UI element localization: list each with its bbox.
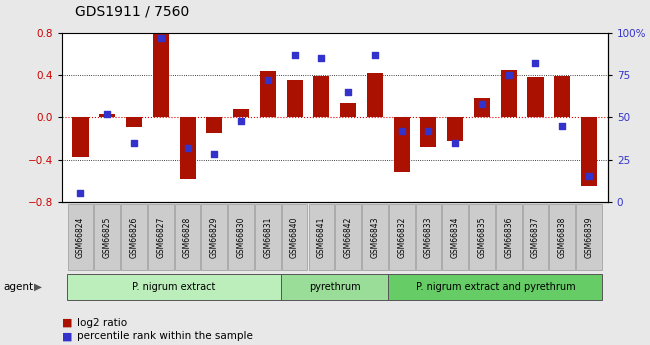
Bar (153, 34, 169, 117)
FancyBboxPatch shape (415, 204, 441, 270)
Text: GSM66832: GSM66832 (397, 217, 406, 258)
Point (584, 174, 594, 179)
Point (129, 140, 139, 146)
Text: GSM66838: GSM66838 (558, 217, 567, 258)
Text: GSM66841: GSM66841 (317, 217, 326, 258)
FancyBboxPatch shape (496, 204, 521, 270)
FancyBboxPatch shape (67, 274, 281, 300)
FancyBboxPatch shape (148, 204, 174, 270)
FancyBboxPatch shape (281, 274, 388, 300)
Text: GSM66829: GSM66829 (210, 217, 219, 258)
Point (504, 72, 514, 78)
Bar (260, 71, 276, 117)
Text: GSM66835: GSM66835 (478, 216, 486, 258)
FancyBboxPatch shape (121, 204, 147, 270)
Text: P. nigrum extract and pyrethrum: P. nigrum extract and pyrethrum (415, 282, 575, 292)
Text: GSM66833: GSM66833 (424, 216, 433, 258)
Text: pyrethrum: pyrethrum (309, 282, 361, 292)
Bar (206, 117, 222, 133)
FancyBboxPatch shape (549, 204, 575, 270)
FancyBboxPatch shape (228, 204, 254, 270)
Bar (500, 70, 517, 117)
FancyBboxPatch shape (94, 204, 120, 270)
Text: GSM66830: GSM66830 (237, 216, 246, 258)
Text: GSM66824: GSM66824 (76, 217, 85, 258)
Point (370, 52, 380, 58)
Text: ■: ■ (62, 332, 72, 341)
FancyBboxPatch shape (469, 204, 495, 270)
Point (343, 89, 354, 95)
Bar (99, 114, 115, 117)
Text: log2 ratio: log2 ratio (77, 318, 127, 327)
Text: GSM66828: GSM66828 (183, 217, 192, 258)
Point (263, 77, 273, 83)
Text: GDS1911 / 7560: GDS1911 / 7560 (75, 5, 189, 19)
Point (236, 118, 246, 124)
Point (423, 128, 434, 134)
Bar (126, 117, 142, 127)
Point (530, 60, 541, 66)
Text: percentile rank within the sample: percentile rank within the sample (77, 332, 253, 341)
Bar (313, 76, 330, 117)
Point (450, 140, 460, 146)
Bar (554, 76, 570, 117)
Bar (527, 77, 543, 117)
Text: GSM66834: GSM66834 (450, 216, 460, 258)
Point (557, 123, 567, 128)
Text: GSM66842: GSM66842 (344, 217, 353, 258)
Text: GSM66826: GSM66826 (129, 217, 138, 258)
Text: ■: ■ (62, 318, 72, 327)
FancyBboxPatch shape (255, 204, 281, 270)
Point (75, 190, 86, 196)
Bar (447, 117, 463, 140)
Bar (233, 109, 249, 117)
FancyBboxPatch shape (389, 204, 415, 270)
Point (396, 128, 407, 134)
Bar (421, 117, 436, 147)
Point (102, 111, 112, 117)
Text: GSM66831: GSM66831 (263, 217, 272, 258)
FancyBboxPatch shape (309, 204, 334, 270)
FancyBboxPatch shape (281, 204, 307, 270)
Point (209, 152, 220, 157)
Text: P. nigrum extract: P. nigrum extract (133, 282, 216, 292)
FancyBboxPatch shape (175, 204, 200, 270)
Point (155, 35, 166, 41)
Text: GSM66839: GSM66839 (584, 216, 593, 258)
Text: GSM66840: GSM66840 (290, 216, 299, 258)
Point (476, 101, 487, 107)
Point (289, 52, 300, 58)
Text: GSM66825: GSM66825 (103, 217, 112, 258)
Text: GSM66837: GSM66837 (531, 216, 540, 258)
Bar (340, 102, 356, 117)
Bar (287, 80, 303, 117)
Text: GSM66843: GSM66843 (370, 216, 380, 258)
FancyBboxPatch shape (443, 204, 468, 270)
FancyBboxPatch shape (202, 204, 227, 270)
Bar (394, 117, 410, 172)
Bar (367, 73, 383, 117)
FancyBboxPatch shape (68, 204, 94, 270)
FancyBboxPatch shape (523, 204, 549, 270)
Bar (72, 117, 88, 157)
FancyBboxPatch shape (335, 204, 361, 270)
FancyBboxPatch shape (362, 204, 388, 270)
Bar (179, 117, 196, 179)
FancyBboxPatch shape (388, 274, 603, 300)
Text: ▶: ▶ (34, 282, 42, 292)
FancyBboxPatch shape (576, 204, 602, 270)
Point (183, 145, 193, 150)
Point (316, 55, 326, 61)
Bar (474, 98, 490, 117)
Bar (581, 117, 597, 186)
Text: GSM66827: GSM66827 (156, 217, 165, 258)
Text: GSM66836: GSM66836 (504, 216, 514, 258)
Text: agent: agent (3, 282, 33, 292)
